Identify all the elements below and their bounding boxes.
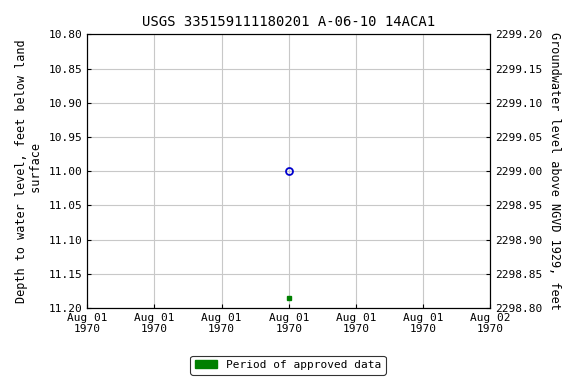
Y-axis label: Groundwater level above NGVD 1929, feet: Groundwater level above NGVD 1929, feet xyxy=(548,32,561,310)
Y-axis label: Depth to water level, feet below land
 surface: Depth to water level, feet below land su… xyxy=(15,39,43,303)
Title: USGS 335159111180201 A-06-10 14ACA1: USGS 335159111180201 A-06-10 14ACA1 xyxy=(142,15,435,29)
Legend: Period of approved data: Period of approved data xyxy=(191,356,385,375)
